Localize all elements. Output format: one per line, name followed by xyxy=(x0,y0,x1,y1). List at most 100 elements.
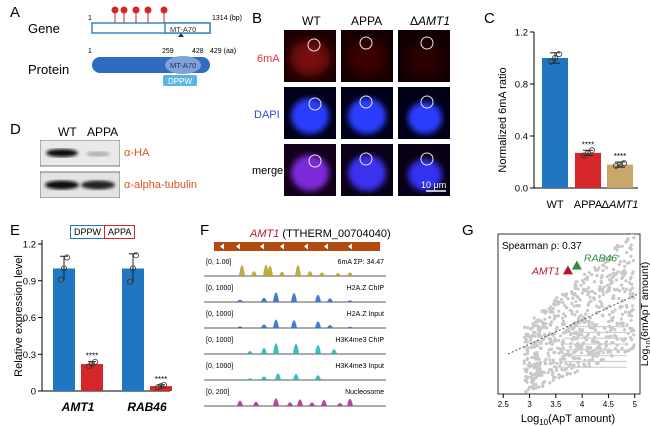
legend-appa: APPA xyxy=(104,225,136,239)
scatter-point xyxy=(532,342,536,346)
ha-band-wt xyxy=(46,149,78,157)
scatter-point xyxy=(593,328,598,332)
band-label-ha: α-HA xyxy=(124,147,150,159)
panel-letter-f: F xyxy=(200,222,210,239)
scatter-point xyxy=(600,302,604,306)
chart-e-significance: **** xyxy=(86,352,98,361)
scatter-point xyxy=(535,361,539,365)
scatter-point xyxy=(628,289,632,293)
gene-end: 1314 (bp) xyxy=(212,15,242,22)
track-peak xyxy=(293,374,299,380)
scatter-point xyxy=(624,287,629,291)
scatter-point xyxy=(629,247,633,251)
scatter-point xyxy=(531,381,535,385)
scatter-point xyxy=(527,361,532,365)
chart-c-significance: **** xyxy=(582,140,594,149)
genome-browser-gene-title: AMT1 (TTHERM_00704040) xyxy=(250,228,391,240)
scatter-point xyxy=(551,306,555,311)
track-peak xyxy=(261,324,267,328)
scatter-point xyxy=(523,340,527,344)
scatter-point xyxy=(597,294,602,299)
scale-bar-label: 10 μm xyxy=(421,180,447,190)
scatter-point xyxy=(603,326,607,330)
scatter-point xyxy=(613,246,617,250)
chart-e-significance: **** xyxy=(155,375,167,384)
gene-id: (TTHERM_00704040) xyxy=(282,228,391,240)
track-range: [0, 200] xyxy=(206,389,229,396)
scatter-point xyxy=(613,308,617,312)
scatter-point xyxy=(532,386,536,390)
scatter-point xyxy=(575,369,580,373)
scatter-point xyxy=(535,370,539,375)
scatter-point xyxy=(568,362,573,366)
scatter-point xyxy=(557,372,561,377)
scatter-point xyxy=(606,283,610,288)
scatter-point xyxy=(586,292,590,297)
scatter-point xyxy=(525,340,530,344)
scatter-point xyxy=(622,328,627,332)
scatter-point xyxy=(556,314,560,318)
chart-e-xtick-rab46: RAB46 xyxy=(127,400,167,414)
scatter-point xyxy=(573,286,577,290)
scatter-point xyxy=(544,342,548,346)
track-peak xyxy=(335,273,341,276)
chart-e-point xyxy=(154,384,161,391)
track-peak xyxy=(273,319,279,328)
scatter-point xyxy=(572,304,576,308)
panel-b-col-damt1: ΔAMT1 xyxy=(410,14,451,28)
panel-b-row-merge: merge xyxy=(252,165,284,177)
scatter-point xyxy=(595,273,599,277)
track-peak xyxy=(237,326,243,328)
scatter-point xyxy=(575,280,579,284)
scatter-point xyxy=(568,308,572,312)
scatter-point xyxy=(597,287,601,291)
scatter-point xyxy=(535,343,539,348)
track-label: H2A.Z ChIP xyxy=(347,285,385,292)
track-peak xyxy=(315,375,321,380)
gene-domain-label: MT-A70 xyxy=(170,25,196,34)
scatter-point xyxy=(604,344,608,348)
scatter-point xyxy=(579,351,584,355)
scatter-point xyxy=(629,275,633,279)
scatter-point xyxy=(599,275,603,280)
scatter-point xyxy=(560,367,564,372)
scatter-point xyxy=(573,313,577,317)
scatter-point xyxy=(564,292,569,296)
chart-c-point xyxy=(620,160,627,167)
track-peak xyxy=(251,271,257,276)
6ma-site-pins xyxy=(111,6,168,23)
scatter-point xyxy=(620,244,624,248)
scatter-point xyxy=(630,314,634,318)
chart-c-point xyxy=(556,51,563,58)
scatter-point xyxy=(542,380,547,384)
scatter-point xyxy=(533,323,538,328)
track-peak xyxy=(295,265,301,276)
track-peak xyxy=(279,271,285,276)
scatter-point xyxy=(526,375,530,379)
chart-c-point xyxy=(589,147,596,154)
scatter-point xyxy=(561,331,566,335)
scatter-point xyxy=(570,301,574,305)
track-range: [0, 1.00] xyxy=(206,259,231,266)
chart-c-xtick-damt1: ΔAMT1 xyxy=(602,199,639,211)
track-peak xyxy=(237,299,243,302)
scatter-point xyxy=(625,237,630,241)
scatter-point xyxy=(632,333,636,337)
scatter-point xyxy=(632,343,636,347)
scatter-point xyxy=(552,298,557,303)
panel-a-gene-diagram: Gene Protein MT-A70 1 1314 (bp) 1 259 42… xyxy=(28,6,242,86)
scatter-point xyxy=(582,362,586,366)
track-label: H2A.Z Input xyxy=(347,311,384,318)
scatter-point xyxy=(629,347,633,351)
scatter-point xyxy=(590,357,594,362)
scatter-point xyxy=(595,346,599,350)
chart-e-point xyxy=(92,358,99,365)
scatter-point xyxy=(615,287,619,292)
scatter-point xyxy=(580,333,584,337)
scatter-point xyxy=(523,325,527,329)
scatter-point xyxy=(624,279,628,283)
scatter-point xyxy=(562,322,566,326)
scatter-point xyxy=(623,264,627,268)
scatter-point xyxy=(625,261,630,265)
track-peak xyxy=(347,326,353,328)
